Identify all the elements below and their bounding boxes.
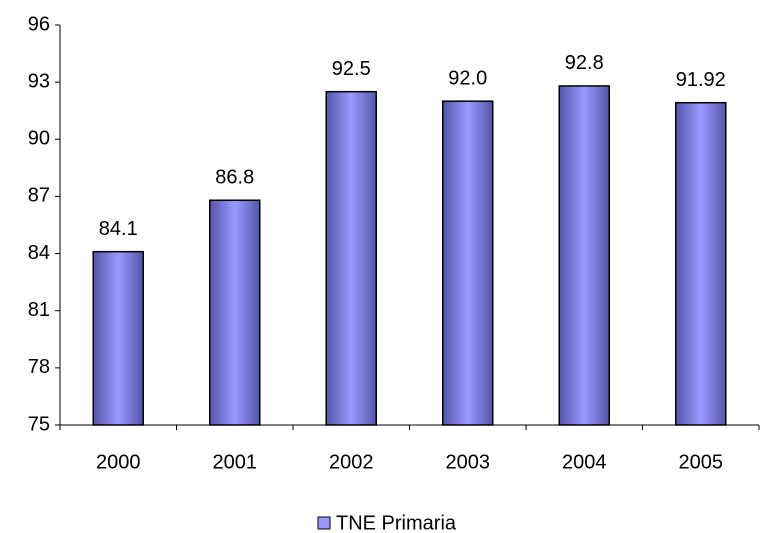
value-label: 92.8 xyxy=(565,52,604,74)
x-tick-label: 2002 xyxy=(329,451,374,473)
bar xyxy=(325,90,377,426)
y-tick-label: 75 xyxy=(28,413,50,435)
value-label: 91.92 xyxy=(676,69,726,91)
bar xyxy=(442,100,494,426)
y-tick-label: 87 xyxy=(28,185,50,207)
bar xyxy=(209,199,261,426)
legend-label: TNE Primaria xyxy=(336,512,457,533)
value-label: 86.8 xyxy=(215,167,254,189)
bar xyxy=(558,85,610,426)
x-tick-label: 2005 xyxy=(679,451,724,473)
x-tick-label: 2000 xyxy=(96,451,141,473)
y-tick-label: 84 xyxy=(28,242,50,264)
y-tick-label: 90 xyxy=(28,128,50,150)
x-tick-label: 2001 xyxy=(213,451,258,473)
y-tick-label: 81 xyxy=(28,299,50,321)
y-tick-label: 93 xyxy=(28,70,50,92)
y-tick-label: 96 xyxy=(28,13,50,35)
value-label: 84.1 xyxy=(99,218,138,240)
value-label: 92.0 xyxy=(448,67,487,89)
x-tick-label: 2003 xyxy=(446,451,491,473)
bar xyxy=(92,250,144,426)
y-tick-label: 78 xyxy=(28,356,50,378)
bar xyxy=(675,101,727,426)
legend-swatch xyxy=(317,516,331,530)
x-tick-label: 2004 xyxy=(562,451,607,473)
value-label: 92.5 xyxy=(332,58,371,80)
